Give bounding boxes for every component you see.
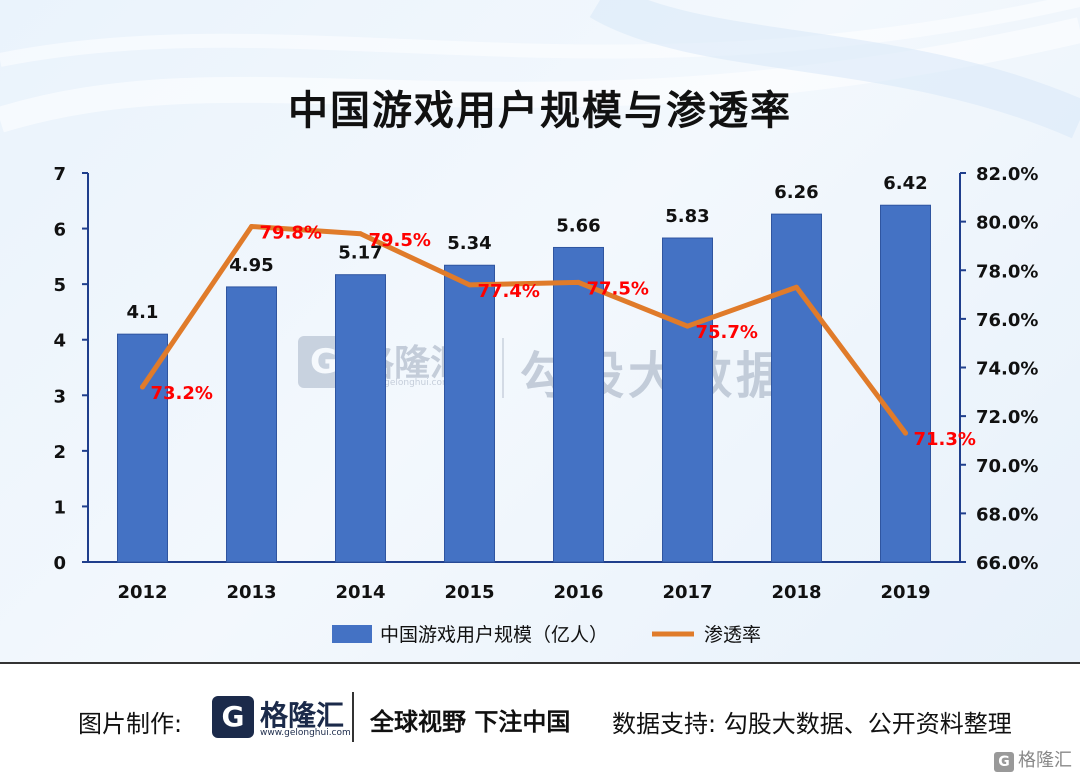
watermark-divider [502,338,504,398]
bar-value-label: 4.95 [229,255,273,276]
y-left-tick-label: 6 [53,220,66,241]
chart-title: 中国游戏用户规模与渗透率 [288,88,792,134]
slogan: 全球视野 下注中国 [370,708,571,736]
y-left-tick-label: 2 [53,442,66,463]
corner-text: 格隆汇 [1018,750,1072,771]
bar [444,264,495,563]
line-value-label: 71.3% [914,429,976,450]
footer-divider [0,662,1080,664]
y-left-tick-label: 5 [53,275,66,296]
line-point [794,284,799,290]
y-left-tick-label: 1 [53,497,66,518]
bar-value-label: 6.26 [774,182,818,203]
line-point [903,430,908,436]
bar-value-label: 6.42 [883,173,927,194]
x-tick-label: 2013 [226,582,276,603]
line-value-label: 79.8% [260,222,322,243]
x-tick-label: 2016 [553,582,603,603]
line-value-label: 79.5% [369,230,431,251]
line-value-label: 75.7% [696,322,758,343]
legend-bar-label: 中国游戏用户规模（亿人） [380,624,608,646]
line-point [140,384,145,390]
y-right-tick-label: 74.0% [976,359,1038,380]
bar [117,333,168,563]
line-point [249,223,254,229]
made-by-label: 图片制作: [78,710,183,738]
y-right-tick-label: 68.0% [976,504,1038,525]
logo-text: 格隆汇 [260,699,345,732]
bar [226,286,277,563]
x-tick-label: 2018 [771,582,821,603]
penetration-rate-line [140,223,908,436]
line-point [358,231,363,237]
x-tick-label: 2012 [117,582,167,603]
y-right-tick-label: 70.0% [976,456,1038,477]
y-right-tick-label: 80.0% [976,213,1038,234]
bar [335,274,386,563]
bar-value-label: 5.17 [338,243,382,264]
logo-letter: G [221,700,245,733]
line-point [685,323,690,329]
y-right-tick-label: 66.0% [976,553,1038,574]
corner-watermark: G 格隆汇 [994,746,1072,772]
line-value-label: 73.2% [151,383,213,404]
bar [553,246,604,563]
bar-value-label: 5.66 [556,215,600,236]
y-right-tick-label: 72.0% [976,407,1038,428]
x-tick-label: 2017 [662,582,712,603]
footer-separator [352,692,354,742]
bar-value-label: 5.34 [447,233,491,254]
x-tick-label: 2019 [880,582,930,603]
bar [880,204,931,563]
y-left-tick-label: 7 [53,164,66,185]
bar [662,237,713,563]
y-right-tick-label: 82.0% [976,164,1038,185]
line-value-label: 77.5% [587,278,649,299]
bar-value-label: 4.1 [127,302,159,323]
line-point [467,282,472,288]
y-left-tick-label: 3 [53,386,66,407]
logo-url: www.gelonghui.com [260,728,351,738]
data-source: 数据支持: 勾股大数据、公开资料整理 [612,710,1012,738]
y-left-tick-label: 0 [53,553,66,574]
x-tick-label: 2014 [335,582,385,603]
bar [771,213,822,563]
line-point [576,279,581,285]
legend-bar-swatch [332,625,372,643]
legend-line-label: 渗透率 [704,624,761,646]
watermark-url: www.gelonghui.com [360,378,451,388]
line-value-label: 77.4% [478,281,540,302]
corner-logo-icon: G [994,752,1014,772]
bar-value-label: 5.83 [665,206,709,227]
y-right-tick-label: 76.0% [976,310,1038,331]
footer: 图片制作: G 格隆汇 www.gelonghui.com 全球视野 下注中国 … [0,664,1080,778]
y-left-tick-label: 4 [53,331,66,352]
x-tick-label: 2015 [444,582,494,603]
y-right-tick-label: 78.0% [976,261,1038,282]
gelonghui-logo-icon: G [212,696,254,738]
